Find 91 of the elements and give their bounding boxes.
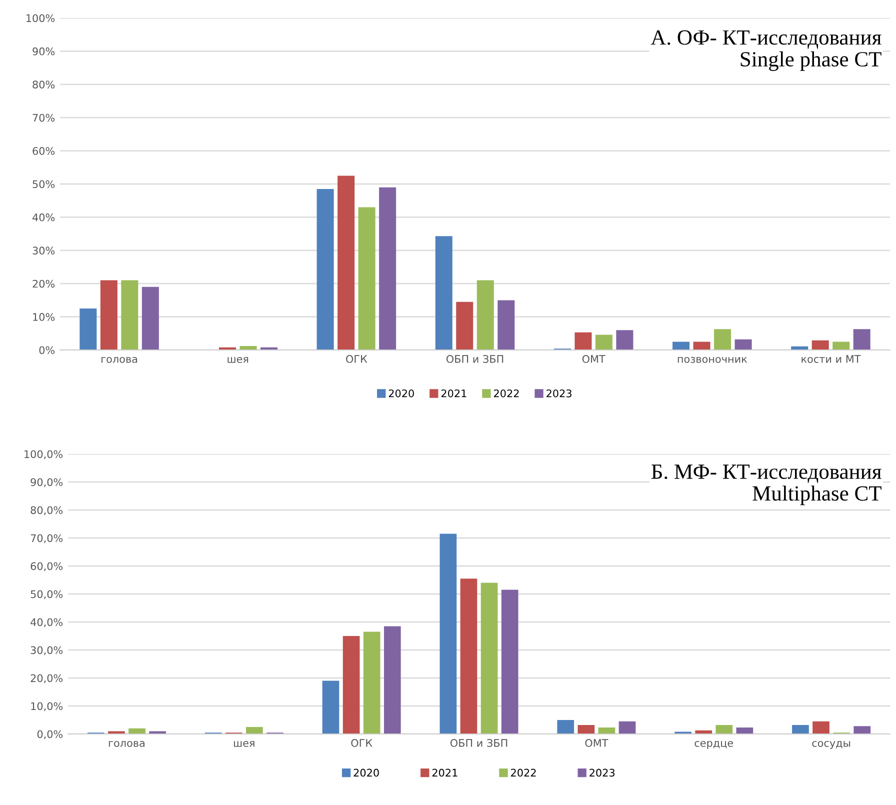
y-tick-label: 20,0% <box>30 674 63 684</box>
bar <box>616 330 634 350</box>
y-tick-label: 20% <box>32 280 55 288</box>
bar <box>693 342 710 350</box>
x-tick-label: ОМТ <box>582 355 606 363</box>
y-tick-label: 30% <box>32 246 55 255</box>
bar <box>734 339 752 350</box>
bar <box>322 680 340 734</box>
y-tick-label: 70,0% <box>30 534 63 544</box>
bar <box>358 207 376 350</box>
bar <box>812 721 830 734</box>
y-tick-label: 80% <box>32 80 55 89</box>
legend-label: 2023 <box>546 389 572 398</box>
x-tick-label: ОБП и ЗБП <box>446 355 504 363</box>
bar <box>363 632 380 734</box>
legend-label: 2022 <box>511 768 536 777</box>
y-tick-label: 0,0% <box>37 730 63 740</box>
legend-label: 2022 <box>494 389 519 398</box>
bar <box>598 728 616 734</box>
bar <box>460 578 478 734</box>
bar <box>595 334 612 350</box>
chart-title: А. ОФ- КТ-исследования <box>650 30 882 49</box>
legend-label: 2020 <box>354 768 379 777</box>
bar <box>853 329 870 350</box>
x-tick-label: шея <box>228 356 248 363</box>
bar <box>574 332 592 350</box>
y-tick-label: 60,0% <box>30 562 63 572</box>
legend-label: 2021 <box>432 768 458 777</box>
bar <box>498 300 515 350</box>
bar <box>854 726 871 734</box>
bar <box>714 329 732 350</box>
y-tick-label: 90% <box>32 47 55 56</box>
x-tick-label: ОМТ <box>585 739 608 747</box>
bar <box>736 728 754 734</box>
bar <box>812 340 829 350</box>
x-tick-label: ОБП и ЗБП <box>450 739 508 747</box>
text: Multiphase CT <box>752 486 882 506</box>
y-tick-label: 10% <box>33 313 55 321</box>
bar <box>338 176 355 350</box>
bar <box>476 280 494 350</box>
bar <box>501 590 518 734</box>
x-tick-label: ОГК <box>346 355 368 363</box>
bar <box>316 188 334 350</box>
bar <box>578 725 595 734</box>
x-tick-label: кости и МТ <box>802 355 861 363</box>
bar <box>246 727 263 734</box>
x-tick-label: позвоночник <box>678 356 748 363</box>
x-tick-label: голова <box>102 356 138 363</box>
y-tick-label: 100,0% <box>24 450 63 460</box>
y-tick-label: 60% <box>32 147 55 155</box>
bar <box>456 302 474 350</box>
y-tick-label: 30,0% <box>30 646 63 656</box>
bar <box>480 582 498 734</box>
bar <box>435 236 452 350</box>
bar <box>108 731 125 734</box>
legend-label: 2023 <box>590 768 615 777</box>
y-tick-label: 40,0% <box>30 618 63 628</box>
y-tick-label: 80,0% <box>30 506 63 516</box>
bar <box>440 534 457 734</box>
chart-title: Б. МФ- КТ-исследования <box>651 464 882 483</box>
y-tick-label: 100% <box>26 14 55 22</box>
y-tick-label: 0% <box>39 346 55 354</box>
y-tick-label: 40% <box>32 213 55 222</box>
y-tick-label: 50% <box>32 180 55 188</box>
text: Single phase CT <box>740 51 882 71</box>
bar <box>557 720 574 734</box>
y-tick-label: 50,0% <box>30 590 63 600</box>
bar <box>80 308 97 350</box>
bar <box>142 286 159 350</box>
legend-label: 2021 <box>441 389 466 398</box>
bar <box>379 187 396 350</box>
bar <box>100 280 118 350</box>
bar <box>716 725 733 734</box>
x-tick-label: шея <box>234 740 254 747</box>
x-tick-label: сосуды <box>812 740 850 749</box>
y-tick-label: 90,0% <box>30 478 63 488</box>
x-tick-label: сердце <box>694 740 734 749</box>
bar <box>792 725 809 734</box>
y-tick-label: 10,0% <box>31 702 63 712</box>
legend-label: 2020 <box>388 389 414 398</box>
x-tick-label: ОГК <box>351 739 372 747</box>
bar <box>618 721 636 734</box>
bar <box>384 626 401 734</box>
bar <box>342 636 360 734</box>
x-tick-label: голова <box>108 740 144 747</box>
bar <box>832 342 850 350</box>
bar <box>149 731 166 734</box>
bar <box>128 728 146 734</box>
y-tick-label: 70% <box>32 114 55 122</box>
bar <box>672 342 690 350</box>
bar <box>121 280 138 350</box>
